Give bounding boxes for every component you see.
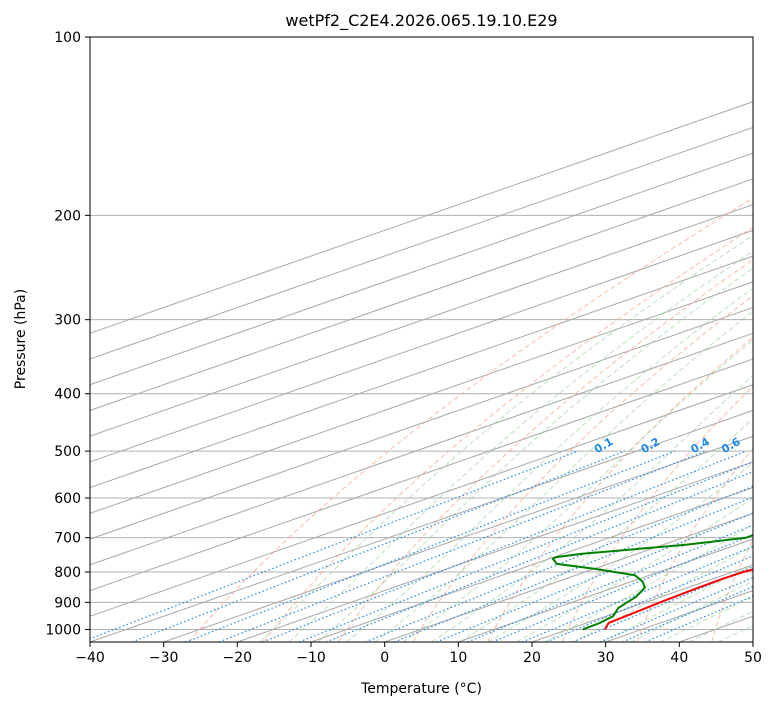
mixing-ratio-line (185, 450, 676, 642)
x-tick-label: −30 (149, 650, 179, 666)
moist-adiabat-line (459, 417, 753, 642)
y-tick-label: 700 (54, 531, 81, 547)
isotherm-line (752, 641, 753, 642)
isotherm-line (90, 178, 753, 411)
mixing-ratio-label: 0.4 (689, 435, 713, 456)
dry-adiabat-line (188, 197, 753, 642)
mixing-ratio-line (436, 512, 753, 642)
isotherm-line (90, 101, 753, 334)
dry-adiabat-line (412, 295, 753, 642)
isotherm-line (90, 229, 753, 463)
plot-area: 0.10.20.40.611.52346810131620253036-100-… (90, 37, 775, 642)
dewpoint-line (551, 534, 753, 631)
dry-adiabat-line (337, 259, 753, 642)
isotherm-line (90, 255, 753, 489)
mixing-ratio-line (365, 485, 753, 642)
y-tick-label: 600 (54, 491, 81, 507)
y-tick-label: 100 (54, 30, 81, 46)
isotherm-line (237, 461, 753, 642)
y-tick-label: 400 (54, 387, 81, 403)
moist-adiabat-line (516, 497, 753, 642)
moist-adiabat-line (317, 267, 753, 642)
x-tick-label: −40 (75, 650, 105, 666)
y-tick-label: 300 (54, 313, 81, 329)
grid-layer (90, 37, 753, 642)
moist-adiabat-line (688, 610, 753, 642)
mixing-ratio-label: 0.6 (719, 435, 743, 456)
mixing-ratio-line (298, 461, 753, 642)
isotherm-line (90, 306, 753, 540)
isotherm-line (310, 487, 753, 642)
isotherm-line (90, 204, 753, 437)
mixing-ratio-line (546, 555, 753, 642)
mixing-ratio-line (521, 545, 753, 642)
x-tick-label: −20 (223, 650, 253, 666)
moist-adiabat-line (718, 625, 753, 642)
x-tick-label: 40 (670, 650, 688, 666)
x-axis-title: Temperature (°C) (360, 681, 482, 697)
mixing-ratio-line (90, 450, 579, 640)
y-tick-label: 200 (54, 208, 81, 224)
isotherm-line (90, 126, 753, 360)
y-tick-label: 1000 (45, 622, 81, 638)
x-tick-label: 30 (597, 650, 615, 666)
moist-adiabat-line (602, 564, 753, 642)
x-tick-label: 20 (523, 650, 541, 666)
y-axis: 100 200 300 400 500 600 700 800 900 1000 (45, 30, 90, 638)
moist-adiabat-line (288, 250, 753, 642)
mixing-ratio-line (572, 565, 753, 642)
y-tick-label: 500 (54, 444, 81, 460)
mixing-ratio-line (467, 524, 753, 642)
x-tick-label: 50 (744, 650, 762, 666)
x-tick-label: −10 (296, 650, 326, 666)
moist-adiabat-line (345, 287, 753, 642)
mixing-ratio-line (492, 534, 753, 642)
y-tick-label: 800 (54, 565, 81, 581)
isotherm-line (679, 615, 753, 642)
mixing-ratio-line (262, 450, 747, 642)
isotherm-line (458, 538, 753, 642)
isotherm-line (163, 435, 753, 642)
y-axis-title: Pressure (hPa) (13, 289, 29, 389)
moist-adiabat-line (374, 310, 753, 642)
isotherm-line (90, 332, 753, 566)
dry-adiabat-line (711, 539, 753, 642)
x-axis: −40 −30 −20 −10 0 10 20 30 40 50 (75, 642, 762, 666)
mixing-ratio-line (218, 450, 707, 642)
isotherm-line (90, 384, 753, 617)
dry-adiabat-line (487, 336, 753, 642)
dry-adiabat-line (263, 226, 753, 642)
isotherm-line (384, 512, 753, 642)
plot-frame (89, 36, 754, 643)
sounding-series (551, 534, 753, 631)
isotherm-line (90, 409, 753, 642)
mixing-ratio-line (131, 450, 626, 642)
y-tick-label: 900 (54, 595, 81, 611)
x-tick-label: 0 (380, 650, 389, 666)
isotherm-line (531, 564, 753, 642)
dry-adiabat-line (636, 447, 753, 642)
isotherm-line (90, 358, 753, 592)
mixing-ratio-label: 0.1 (592, 435, 615, 456)
isotherm-line (90, 281, 753, 514)
moist-adiabat-line (487, 462, 753, 642)
moist-adiabat-line (573, 545, 753, 642)
line-labels: 0.10.20.40.611.52346810131620253036-100-… (592, 435, 775, 456)
moist-adiabat-line (402, 339, 753, 642)
x-tick-label: 10 (449, 650, 467, 666)
mixing-ratio-line (622, 586, 753, 642)
moist-adiabat-line (431, 374, 753, 642)
chart-title: wetPf2_C2E4.2026.065.19.10.E29 (285, 11, 557, 31)
isotherm-line (90, 152, 753, 386)
mixing-ratio-line (599, 576, 753, 642)
mixing-ratio-line (393, 496, 753, 642)
moist-adiabats (259, 234, 753, 642)
mixing-ratio-label: 1 (765, 438, 775, 453)
moist-adiabat-line (259, 234, 753, 642)
